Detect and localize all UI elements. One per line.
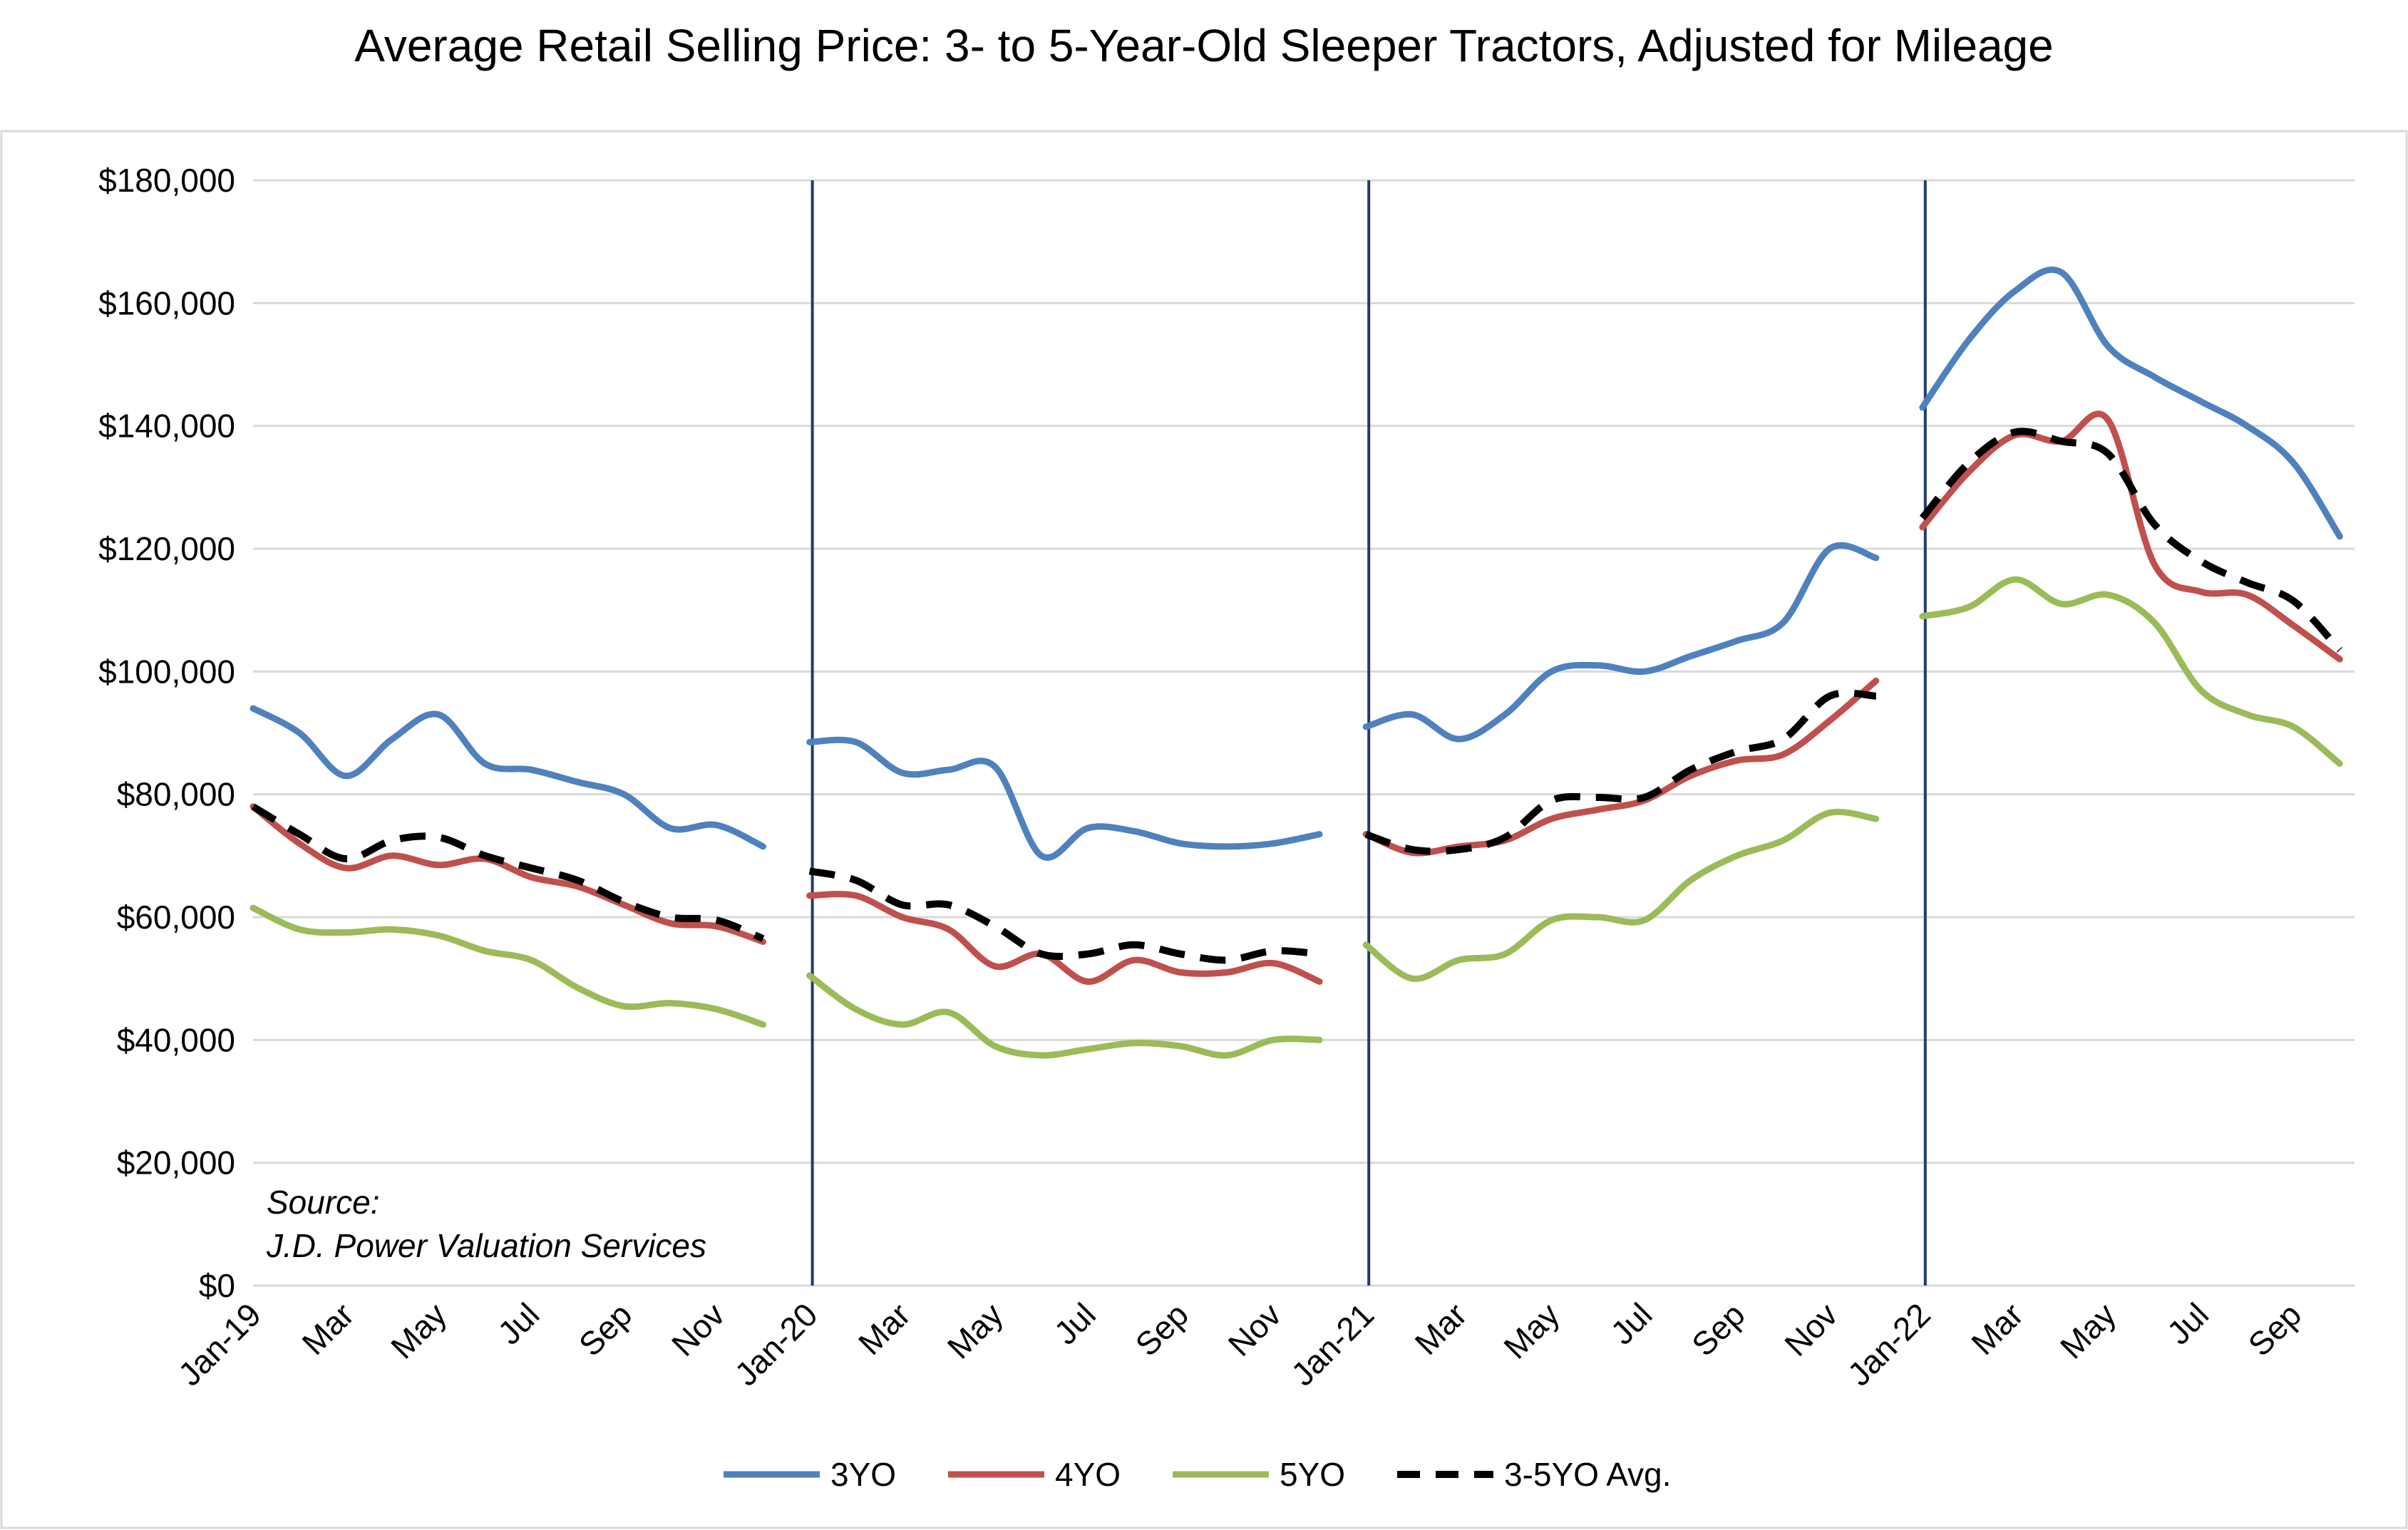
series-line-5yo (249, 904, 766, 1028)
source-annotation: Source: J.D. Power Valuation Services (266, 1184, 706, 1264)
y-tick-label: $80,000 (117, 776, 235, 813)
y-tick-label: $40,000 (117, 1021, 235, 1058)
y-tick-label: $160,000 (98, 284, 235, 321)
legend-label: 3-5YO Avg. (1504, 1456, 1671, 1493)
series-line-3-5yo-avg (251, 803, 765, 942)
series-line-3yo (1362, 542, 1880, 743)
series-line-4yo (806, 891, 1323, 985)
series-line-3yo (1919, 266, 2343, 540)
series-line-3-5yo-avg (1364, 689, 1877, 855)
source-label: Source: (267, 1184, 380, 1221)
legend-label: 3YO (830, 1456, 896, 1493)
series-line-5yo (1919, 576, 2343, 767)
series-line-3-5yo-avg (1919, 428, 2342, 653)
y-tick-label: $100,000 (98, 653, 235, 690)
gridlines (253, 179, 2355, 1287)
legend-label: 4YO (1055, 1456, 1121, 1493)
y-tick-label: $20,000 (117, 1144, 235, 1182)
series-line-4yo (1919, 410, 2343, 663)
y-tick-label: $180,000 (98, 162, 235, 199)
y-tick-label: $0 (199, 1267, 235, 1304)
y-tick-label: $60,000 (117, 899, 235, 936)
series-line-3yo (249, 705, 766, 850)
y-tick-label: $140,000 (98, 408, 235, 445)
series-line-5yo (1362, 808, 1880, 982)
series-lines (249, 266, 2343, 1059)
legend: 3YO 4YO 5YO 3-5YO Avg. (724, 1456, 1671, 1493)
plot-area-border (0, 130, 2408, 1529)
series-line-3-5yo-avg (808, 867, 1320, 964)
series-line-3yo (806, 736, 1323, 861)
chart-title: Average Retail Selling Price: 3- to 5-Ye… (354, 20, 2053, 71)
legend-label: 5YO (1280, 1456, 1345, 1493)
series-line-4yo (249, 803, 766, 945)
y-tick-label: $120,000 (98, 530, 235, 567)
y-axis-tick-labels: $0 $20,000 $40,000 $60,000 $80,000 $100,000 $1… (98, 162, 235, 1304)
year-dividers (811, 180, 1927, 1286)
source-name: J.D. Power Valuation Services (266, 1227, 706, 1264)
series-line-5yo (806, 972, 1323, 1059)
